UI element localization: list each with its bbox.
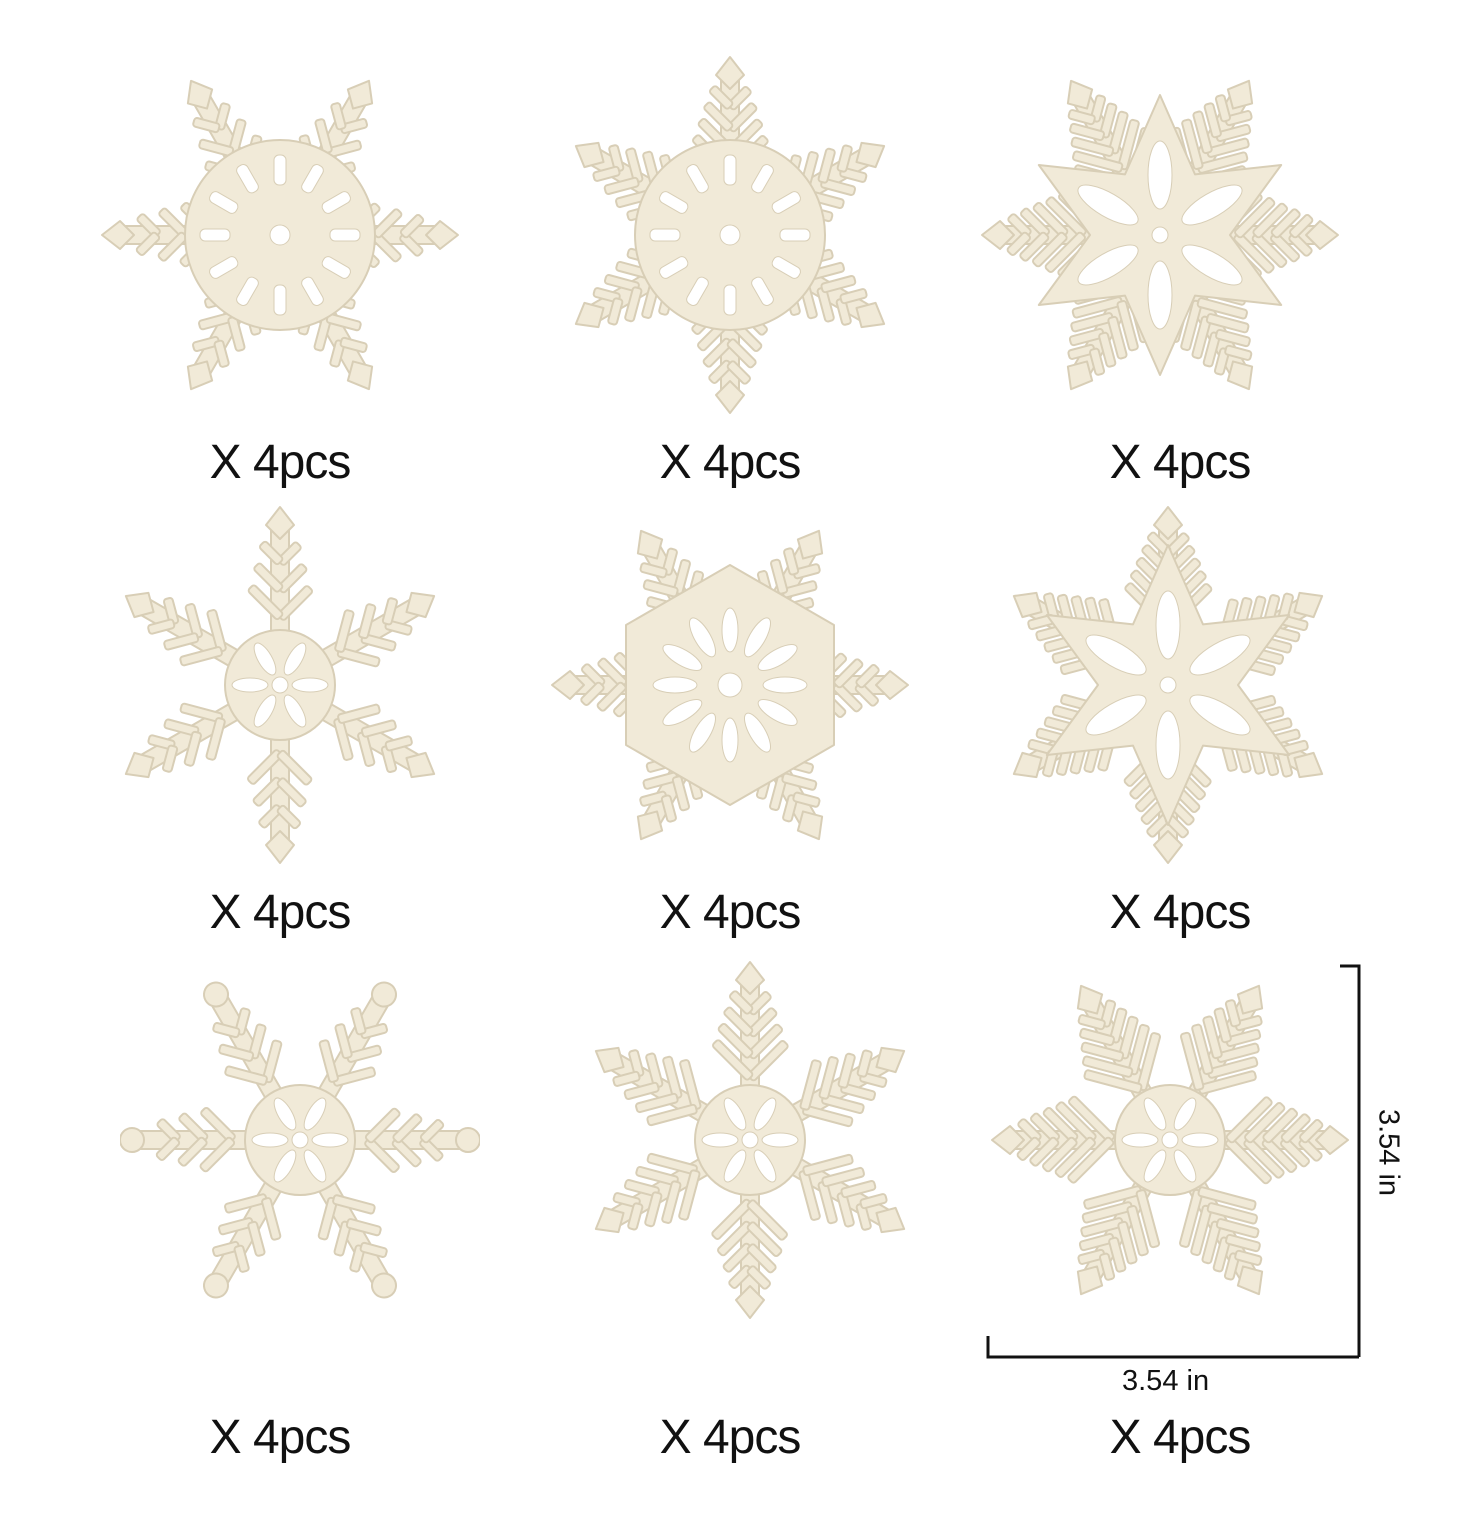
ornament-cell-1: [80, 55, 480, 415]
quantity-label-1: X 4pcs: [209, 436, 352, 489]
ornament-cell-9: [970, 960, 1370, 1320]
quantity-label-2: X 4pcs: [659, 436, 802, 489]
snowflake-ornament-9: [990, 960, 1350, 1320]
snowflake-icon: [551, 529, 909, 841]
snowflake-icon: [120, 981, 480, 1299]
snowflake-ornament-6: [988, 505, 1348, 865]
snowflake-icon: [991, 984, 1349, 1296]
width-dimension-label: 3.54 in: [1122, 1365, 1210, 1397]
ornament-cell-4: [80, 505, 480, 865]
ornament-cell-2: [530, 55, 930, 415]
snowflake-icon: [124, 506, 436, 864]
ornament-cell-3: [960, 55, 1360, 415]
snowflake-ornament-7: [120, 960, 480, 1320]
quantity-label-3: X 4pcs: [1109, 436, 1252, 489]
snowflake-icon: [594, 961, 906, 1319]
snowflake-ornament-3: [980, 55, 1340, 415]
quantity-label-7: X 4pcs: [209, 1411, 352, 1464]
ornament-cell-5: [530, 505, 930, 865]
snowflake-ornament-8: [570, 960, 930, 1320]
quantity-label-4: X 4pcs: [209, 886, 352, 939]
snowflake-ornament-4: [100, 505, 460, 865]
height-dimension-label: 3.54 in: [1372, 1108, 1405, 1197]
quantity-label-6: X 4pcs: [1109, 886, 1252, 939]
snowflake-icon: [574, 56, 886, 414]
quantity-label-9: X 4pcs: [1109, 1411, 1252, 1464]
snowflake-icon: [981, 79, 1339, 391]
ornament-cell-8: [550, 960, 950, 1320]
snowflake-icon: [1012, 506, 1324, 864]
quantity-label-5: X 4pcs: [659, 886, 802, 939]
ornament-cell-7: [100, 960, 500, 1320]
snowflake-ornament-5: [550, 505, 910, 865]
snowflake-icon: [101, 79, 459, 391]
quantity-label-8: X 4pcs: [659, 1411, 802, 1464]
snowflake-ornament-2: [550, 55, 910, 415]
width-dimension-line: [986, 1336, 1359, 1359]
ornament-cell-6: [968, 505, 1368, 865]
snowflake-ornament-1: [100, 55, 460, 415]
